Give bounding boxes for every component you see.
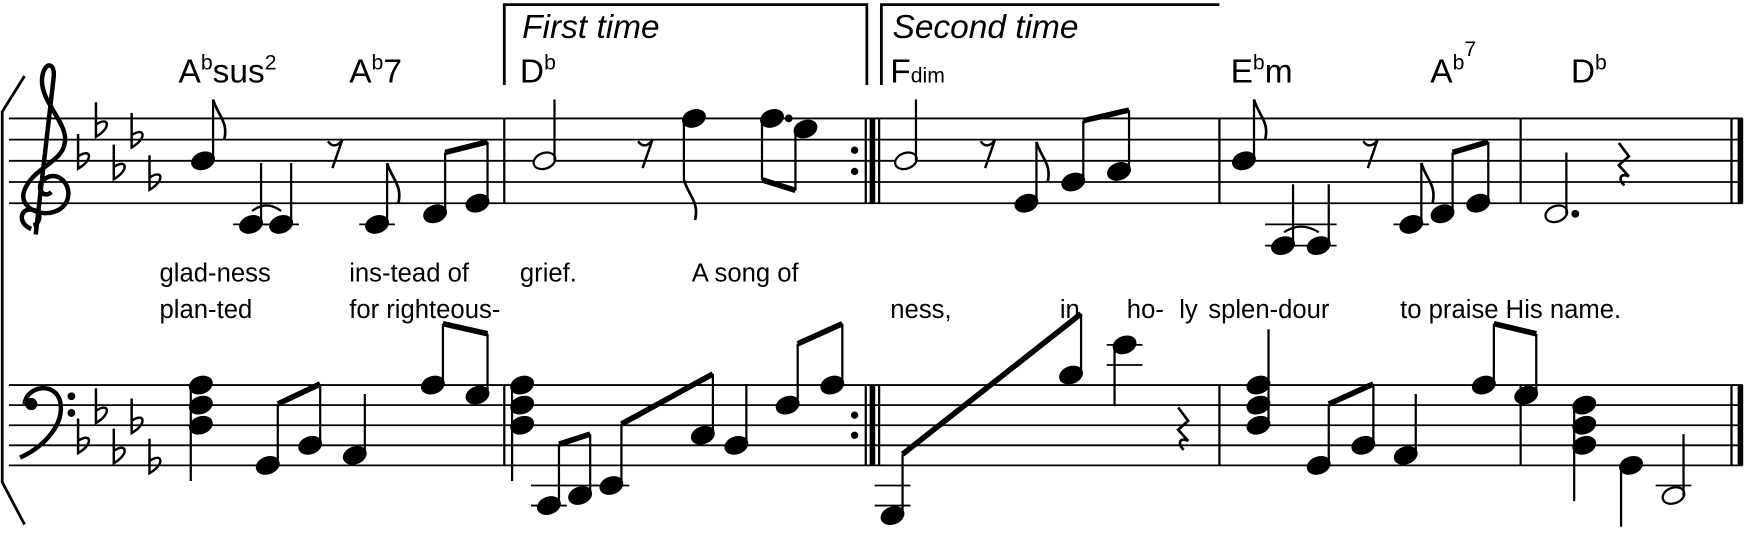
flat xyxy=(130,112,144,150)
chord-quality: 7 xyxy=(383,54,402,91)
chord-symbol: Ab7 xyxy=(1430,38,1476,91)
lyric: grief. xyxy=(520,259,577,287)
volta-label: First time xyxy=(522,9,660,46)
flag xyxy=(682,179,698,221)
chord-root: A xyxy=(179,54,202,91)
chord-symbol: Fdim xyxy=(890,54,945,91)
chord-symbol: Db xyxy=(520,51,556,90)
beam xyxy=(900,311,1083,457)
lyric: to praise His name. xyxy=(1400,296,1621,324)
beam xyxy=(1082,107,1130,124)
repeat-dot xyxy=(850,146,859,154)
chord-symbol: Ab7 xyxy=(349,51,402,90)
volta-bracket xyxy=(502,3,869,85)
volta-bracket xyxy=(879,3,1220,85)
chord-quality: m xyxy=(1265,54,1293,91)
chord-extension: 7 xyxy=(1464,38,1476,61)
flat xyxy=(130,398,144,436)
tie xyxy=(251,204,282,212)
rest xyxy=(1616,142,1631,187)
chord-root: E xyxy=(1231,54,1253,91)
flag xyxy=(1252,99,1268,140)
music xyxy=(8,63,1744,527)
rest xyxy=(637,138,654,169)
flag xyxy=(385,162,401,204)
rest xyxy=(979,138,997,169)
flat xyxy=(76,418,91,456)
rest xyxy=(326,138,344,169)
flat xyxy=(148,155,162,192)
chord-root: A xyxy=(1430,54,1453,91)
repeat-dot xyxy=(850,411,859,419)
lyric: A song of xyxy=(692,259,800,287)
chord-root: D xyxy=(520,54,544,91)
chord-accidental: b xyxy=(544,51,556,74)
beam xyxy=(444,139,489,156)
tie xyxy=(1283,225,1320,234)
chord-symbol: Db xyxy=(1571,51,1607,90)
lyric: ly xyxy=(1179,296,1198,324)
lyric: ins-tead of xyxy=(349,259,470,287)
beam xyxy=(1327,381,1375,407)
rest xyxy=(1176,406,1190,451)
dot xyxy=(784,114,793,123)
lyric: splen-dour xyxy=(1208,296,1330,324)
chord-quality: dim xyxy=(911,65,945,88)
chord-accidental: b xyxy=(372,51,384,74)
bass-clef-dot xyxy=(67,392,76,401)
chord-accidental: b xyxy=(1453,51,1465,74)
chord-accidental: b xyxy=(1595,51,1607,74)
flat xyxy=(94,388,109,426)
repeat-dot xyxy=(850,167,859,176)
chord-accidental: b xyxy=(201,51,213,74)
chord-symbol: Ebm xyxy=(1231,51,1293,90)
bass-clef xyxy=(19,385,64,460)
lyric: in xyxy=(1060,296,1080,324)
volta-label: Second time xyxy=(893,9,1079,46)
flat xyxy=(112,144,126,182)
beam xyxy=(442,320,489,337)
chord-symbol: Absus2 xyxy=(179,51,277,90)
beam xyxy=(1451,139,1490,156)
bass-clef-dot xyxy=(67,409,76,417)
flat xyxy=(112,428,126,466)
beam xyxy=(761,177,797,194)
beam xyxy=(620,371,715,427)
chord-accidental: b xyxy=(1253,51,1265,74)
lyric: for righteous- xyxy=(349,296,500,324)
treble-clef xyxy=(19,63,71,235)
dot xyxy=(1571,209,1580,218)
chord-extension: 2 xyxy=(265,51,277,74)
repeat-dot xyxy=(850,431,859,439)
flat xyxy=(94,102,109,139)
chord-root: D xyxy=(1571,54,1595,91)
flag xyxy=(1035,141,1050,183)
chord-root: A xyxy=(349,54,372,91)
chord-quality: sus xyxy=(213,54,265,91)
flag xyxy=(1420,162,1435,204)
notation xyxy=(0,3,1220,526)
beam xyxy=(796,321,844,347)
flag xyxy=(211,99,227,140)
beam xyxy=(558,431,592,447)
rest xyxy=(1362,138,1379,169)
system-bracket xyxy=(0,75,26,526)
beam xyxy=(276,381,322,407)
lyric: ho- xyxy=(1127,296,1164,324)
beam xyxy=(1493,320,1537,337)
flat xyxy=(76,134,91,171)
lyric: plan-ted xyxy=(160,296,253,324)
lyric: glad-ness xyxy=(160,259,271,287)
bass-clef-dot xyxy=(25,397,38,411)
chord-root: F xyxy=(890,54,910,91)
flat xyxy=(148,438,162,476)
lyric: ness, xyxy=(890,296,951,324)
